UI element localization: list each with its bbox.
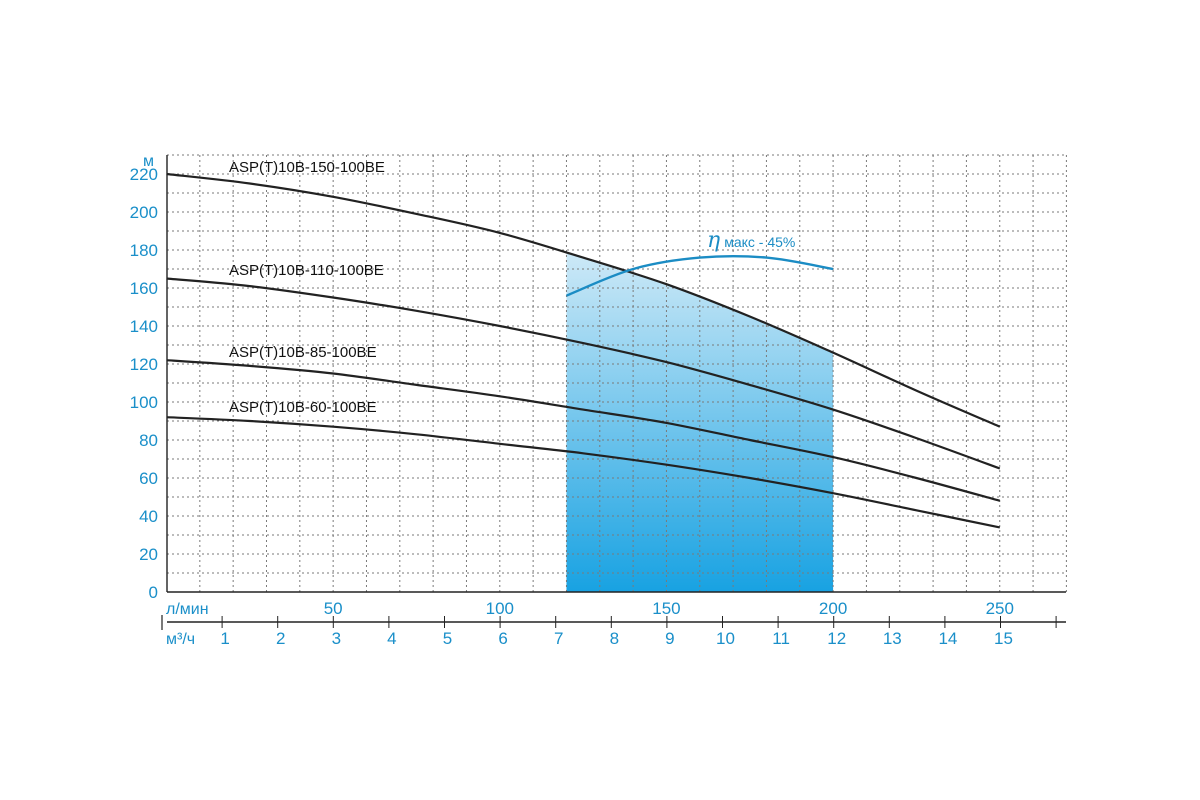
- y-tick-label: 140: [130, 317, 158, 336]
- operating-range-fill: [566, 252, 834, 592]
- axes: [161, 155, 1066, 630]
- lpm-tick-label: 200: [819, 599, 847, 618]
- y-tick-label: 200: [130, 203, 158, 222]
- y-tick-label: 60: [139, 469, 158, 488]
- y-tick-label: 100: [130, 393, 158, 412]
- pump-curve-line: [166, 277, 1001, 470]
- m3h-tick-label: 10: [716, 629, 735, 648]
- series-label: ASP(T)10B-60-100BE: [229, 399, 377, 416]
- m3h-tick-label: 2: [276, 629, 285, 648]
- efficiency-curve-line: [566, 254, 834, 297]
- y-tick-label: 160: [130, 279, 158, 298]
- pump-curve-line: [166, 359, 1001, 502]
- series-label: ASP(T)10B-110-100BE: [229, 262, 384, 279]
- y-tick-label: 80: [139, 431, 158, 450]
- curves: [166, 172, 1001, 529]
- series-label: ASP(T)10B-150-100BE: [229, 159, 385, 176]
- efficiency-label: η макс - 45%: [707, 228, 795, 253]
- m3h-tick-label: 11: [772, 629, 790, 648]
- m3h-tick-label: 14: [938, 629, 957, 648]
- y-tick-label: 20: [139, 545, 158, 564]
- m3h-tick-label: 1: [220, 629, 229, 648]
- m3h-tick-label: 5: [443, 629, 452, 648]
- series-label: ASP(T)10B-85-100BE: [229, 344, 377, 361]
- m3h-tick-label: 12: [827, 629, 846, 648]
- m3h-tick-label: 7: [554, 629, 563, 648]
- lpm-axis-unit: л/мин: [166, 601, 209, 618]
- lpm-tick-label: 150: [652, 599, 680, 618]
- lpm-tick-label: 100: [486, 599, 514, 618]
- m3h-tick-label: 3: [332, 629, 341, 648]
- m3h-tick-label: 8: [610, 629, 619, 648]
- lpm-tick-label: 250: [986, 599, 1014, 618]
- operating-range-band: [566, 252, 834, 592]
- pump-curve-line: [166, 172, 1001, 428]
- m3h-tick-label: 6: [498, 629, 507, 648]
- m3h-tick-label: 9: [665, 629, 674, 648]
- m3h-tick-label: 13: [883, 629, 902, 648]
- y-tick-label: 180: [130, 241, 158, 260]
- lpm-tick-label: 50: [324, 599, 343, 618]
- y-tick-label: 220: [130, 165, 158, 184]
- m3h-axis-unit: м³/ч: [166, 631, 195, 648]
- y-tick-label: 120: [130, 355, 158, 374]
- y-tick-label: 40: [139, 507, 158, 526]
- m3h-tick-label: 15: [994, 629, 1013, 648]
- pump-curve-line: [166, 416, 1001, 529]
- y-tick-label: 0: [149, 583, 158, 602]
- y-axis-unit: м: [143, 153, 154, 170]
- m3h-tick-label: 4: [387, 629, 396, 648]
